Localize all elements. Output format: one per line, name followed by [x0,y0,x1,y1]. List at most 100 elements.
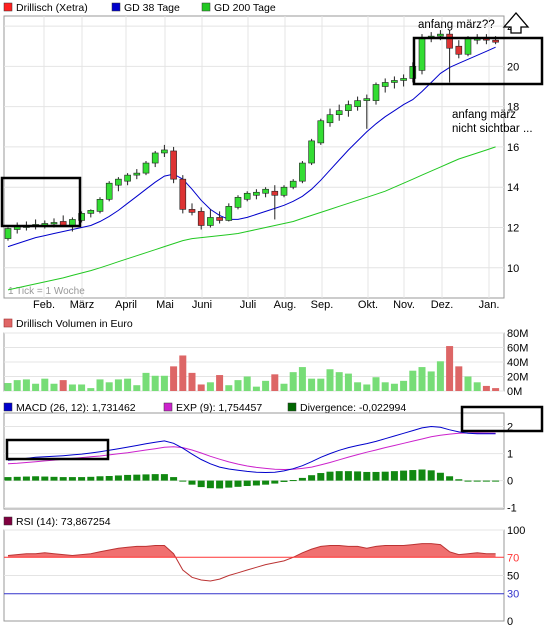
legend-swatch [3,402,13,412]
candle-body [87,210,95,214]
divergence-bar [225,480,233,488]
divergence-bar [59,477,67,481]
legend-label: GD 200 Tage [214,2,276,14]
volume-bars [4,346,500,391]
volume-bar [68,384,76,391]
rsi-y-tick-label: 70 [507,552,519,564]
price-x-tick-label: Aug. [274,299,297,311]
divergence-bar [372,471,380,481]
price-x-tick-label: Nov. [393,299,415,311]
annotation-right-text-1: anfang märz [452,109,516,121]
volume-bar [252,386,260,391]
divergence-bar [482,480,490,482]
price-plot-frame [3,15,505,299]
macd-y-tick-label: 1 [507,449,513,461]
volume-bar [455,366,463,391]
divergence-bar [289,480,297,482]
legend-label: Drillisch (Xetra) [16,2,88,14]
volume-bar [243,376,251,391]
rsi-y-axis: 0 30 50 70 100 [507,525,525,628]
legend-label: EXP (9): 1,754457 [176,402,262,414]
divergence-bar [446,476,454,481]
volume-bar [96,379,104,391]
legend-swatch [163,402,173,412]
volume-bar [262,380,270,391]
volume-bar [22,379,30,391]
legend-label: MACD (26, 12): 1,731462 [16,402,136,414]
candle-body [317,120,325,144]
volume-bar [78,384,86,391]
candle-body [225,206,233,221]
divergence-bar [409,470,417,481]
volume-bar [13,380,21,391]
divergence-bar [179,480,187,482]
macd-annotation-box-end [460,405,544,433]
volume-bar [298,367,306,391]
price-grid [4,16,504,298]
rsi-area [7,543,496,582]
volume-y-tick-label: 80M [507,328,528,340]
candle-body [142,162,150,174]
legend-swatch [201,2,211,12]
macd-exp-line [7,432,496,471]
candle-body [299,162,306,182]
volume-bar [381,382,389,391]
ma200-line [7,146,496,291]
legend-swatch [3,516,13,526]
price-x-tick-label: Dez. [431,299,454,311]
volume-bar [151,375,159,391]
divergence-bar [234,480,242,487]
volume-bar [280,383,288,391]
candle-body [354,100,361,107]
legend-swatch [111,2,121,12]
volume-bar [464,376,472,391]
volume-bar [160,375,168,391]
divergence-bar [381,471,389,481]
divergence-bar [271,480,279,484]
volume-bar [50,383,58,391]
candle-body [289,180,297,188]
rsi-legend: RSI (14): 73,867254 [3,516,111,528]
volume-bar [436,361,444,391]
divergence-bar [492,480,500,482]
volume-title-swatch [3,318,13,328]
divergence-bar [188,480,196,485]
annotation-right-text-2: nicht sichtbar ... [452,123,533,135]
volume-bar [105,382,113,391]
candle-body [78,213,85,221]
price-x-tick-label: Mai [156,299,174,311]
candle-body [197,211,205,226]
divergence-bar [335,471,343,481]
price-legend: Drillisch (Xetra) GD 38 Tage GD 200 Tage [3,2,276,14]
rsi-line [7,543,496,582]
divergence-bar [280,480,288,482]
candle-body [124,174,131,182]
candle-body [4,228,12,239]
volume-bar [133,385,141,391]
price-x-tick-label: Juni [192,299,212,311]
annotation-box-end [412,36,544,86]
volume-bar [206,382,214,391]
volume-bar [197,384,205,391]
candle-body [69,219,76,226]
volume-bar [179,355,187,391]
divergence-bar [390,471,398,481]
candle-body [262,188,269,194]
volume-title: Drillisch Volumen in Euro [16,318,133,330]
candle-body [464,37,472,55]
divergence-bar [78,477,86,481]
legend-label: Divergence: -0,022994 [300,402,406,414]
divergence-bar [344,471,352,481]
candle-body [216,217,223,221]
candle-body [133,172,141,176]
volume-bar [59,380,67,391]
volume-bar [446,346,454,391]
volume-bar [271,374,279,391]
volume-bar [326,369,334,391]
candle-body [418,37,426,71]
ma200-series [7,146,496,291]
macd-y-tick-label: 2 [507,422,513,434]
legend-swatch [287,402,297,412]
annotation-arrow-icon [502,12,530,34]
